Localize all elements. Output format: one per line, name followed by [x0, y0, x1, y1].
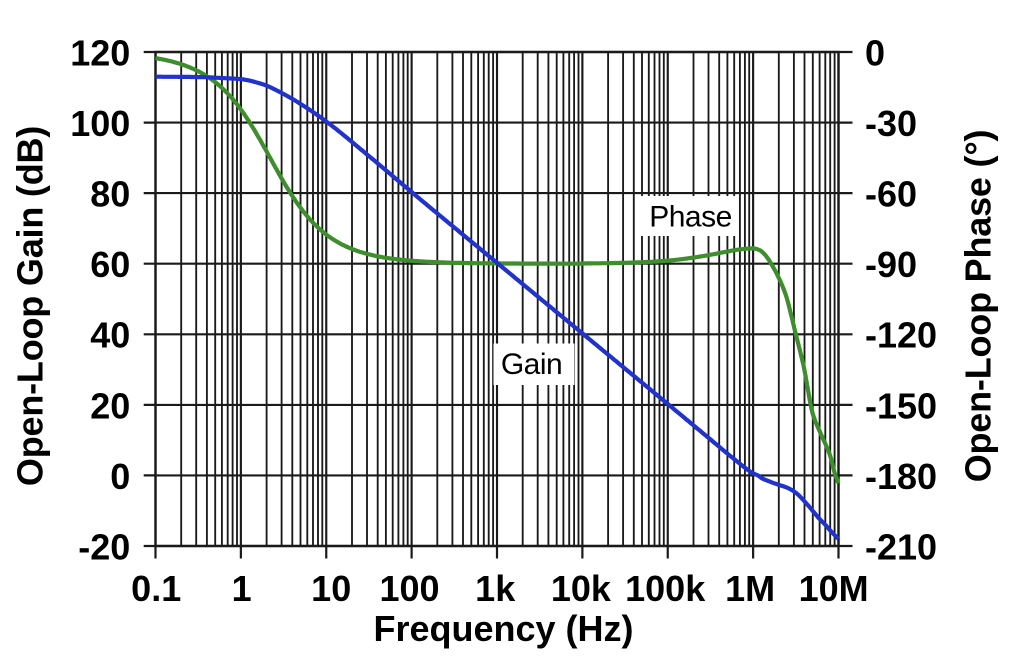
svg-text:100: 100: [379, 568, 439, 609]
svg-text:20: 20: [90, 385, 130, 426]
svg-text:1: 1: [232, 568, 252, 609]
svg-text:Open-Loop Phase (°): Open-Loop Phase (°): [958, 130, 999, 483]
svg-text:-120: -120: [865, 315, 937, 356]
svg-text:-90: -90: [865, 244, 917, 285]
svg-text:0: 0: [865, 32, 885, 73]
svg-text:100: 100: [70, 103, 130, 144]
svg-text:40: 40: [90, 315, 130, 356]
svg-text:10M: 10M: [799, 568, 869, 609]
svg-text:120: 120: [70, 32, 130, 73]
svg-text:-210: -210: [865, 526, 937, 567]
svg-text:80: 80: [90, 174, 130, 215]
svg-text:10: 10: [311, 568, 351, 609]
svg-text:1k: 1k: [475, 568, 516, 609]
svg-text:-20: -20: [78, 526, 130, 567]
svg-text:0: 0: [110, 456, 130, 497]
svg-text:10k: 10k: [551, 568, 612, 609]
svg-text:1M: 1M: [725, 568, 775, 609]
svg-text:-30: -30: [865, 103, 917, 144]
svg-text:-60: -60: [865, 174, 917, 215]
svg-text:Frequency (Hz): Frequency (Hz): [373, 608, 633, 649]
svg-text:Open-Loop Gain (dB): Open-Loop Gain (dB): [10, 126, 51, 486]
svg-text:Phase: Phase: [649, 200, 732, 233]
svg-text:Gain: Gain: [501, 348, 562, 381]
svg-text:0.1: 0.1: [131, 568, 181, 609]
svg-text:100k: 100k: [625, 568, 706, 609]
svg-text:-150: -150: [865, 385, 937, 426]
svg-text:60: 60: [90, 244, 130, 285]
svg-text:-180: -180: [865, 456, 937, 497]
